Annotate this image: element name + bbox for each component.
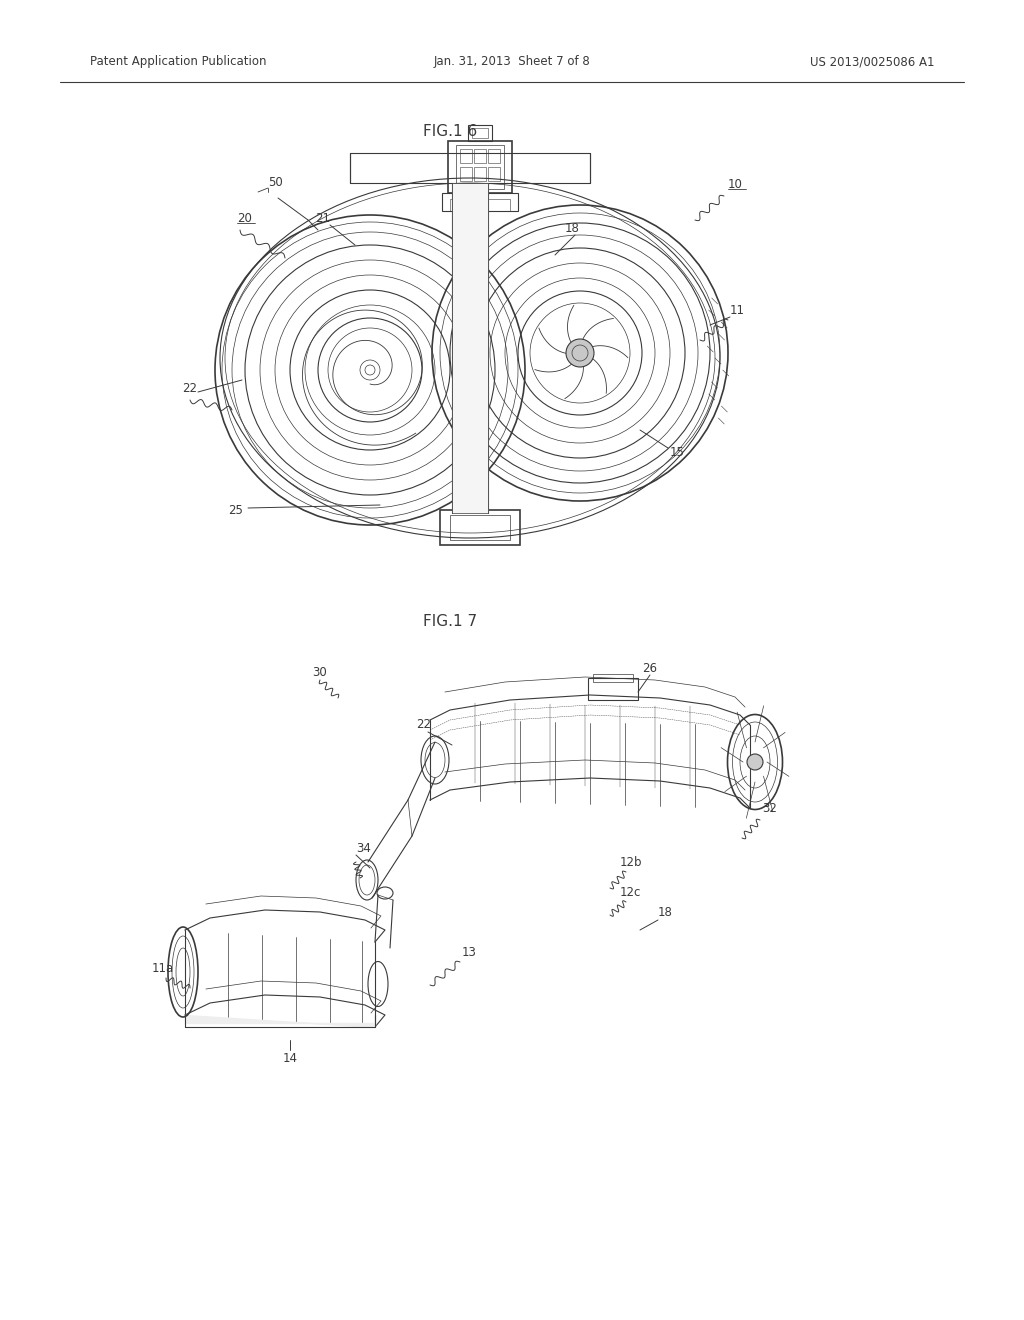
Bar	[460, 149, 472, 162]
Text: 11: 11	[730, 304, 745, 317]
Bar	[488, 168, 500, 181]
Bar	[472, 128, 488, 139]
Text: 11a: 11a	[152, 961, 174, 974]
Text: Jan. 31, 2013  Sheet 7 of 8: Jan. 31, 2013 Sheet 7 of 8	[433, 55, 591, 69]
Bar	[488, 149, 500, 162]
Text: 25: 25	[228, 503, 243, 516]
Bar	[593, 675, 633, 682]
Text: Patent Application Publication: Patent Application Publication	[90, 55, 266, 69]
Bar	[474, 149, 486, 162]
Circle shape	[746, 754, 763, 770]
Bar	[474, 168, 486, 181]
Text: 10: 10	[728, 177, 742, 190]
Bar	[468, 125, 492, 141]
Text: 15: 15	[670, 446, 685, 458]
Bar	[456, 145, 504, 189]
Text: 12c: 12c	[620, 886, 641, 899]
Text: 22: 22	[182, 381, 197, 395]
Text: 18: 18	[658, 906, 673, 919]
Text: 21: 21	[315, 211, 330, 224]
Text: 30: 30	[312, 665, 327, 678]
Text: US 2013/0025086 A1: US 2013/0025086 A1	[810, 55, 934, 69]
Polygon shape	[185, 1015, 375, 1027]
Bar	[450, 199, 510, 211]
Bar	[450, 515, 510, 540]
Text: FIG.1 7: FIG.1 7	[423, 615, 477, 630]
Bar	[449, 141, 512, 193]
Circle shape	[566, 339, 594, 367]
Bar	[440, 510, 520, 545]
Bar	[452, 183, 488, 513]
Text: 12b: 12b	[620, 855, 642, 869]
Text: 22: 22	[416, 718, 431, 731]
Text: 32: 32	[762, 801, 777, 814]
Text: 26: 26	[642, 661, 657, 675]
Bar	[588, 678, 638, 700]
Text: 18: 18	[565, 222, 580, 235]
Bar	[460, 168, 472, 181]
Text: 34: 34	[356, 842, 371, 854]
Text: 14: 14	[283, 1052, 298, 1064]
Text: 50: 50	[268, 177, 283, 190]
Bar	[442, 193, 518, 211]
Bar	[350, 153, 590, 183]
Text: FIG.1 6: FIG.1 6	[423, 124, 477, 140]
Text: 13: 13	[462, 945, 477, 958]
Text: 20: 20	[237, 211, 252, 224]
